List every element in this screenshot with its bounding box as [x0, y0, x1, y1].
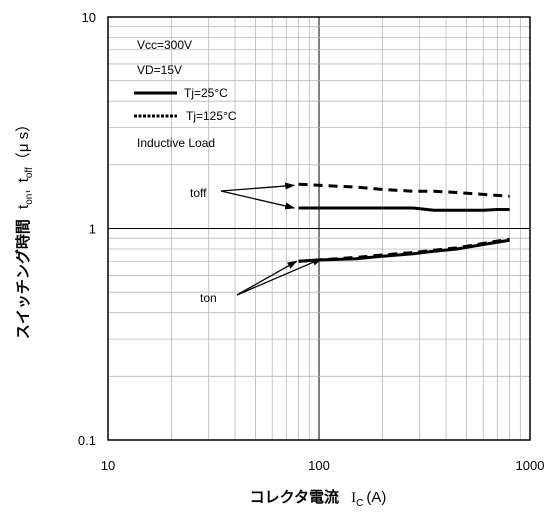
y-tick-label: 1 — [89, 222, 96, 237]
x-axis-label-main: コレクタ電流 — [250, 488, 339, 506]
annotation-arrow — [220, 182, 296, 192]
grid — [108, 17, 530, 440]
x-axis-label-unit: (A) — [366, 489, 386, 506]
condition-load: Inductive Load — [137, 136, 215, 150]
tick-layer: 10 100 1000 0.1 1 10 — [78, 10, 545, 473]
x-tick-label: 10 — [101, 458, 115, 473]
series-line-toff-tj25 — [298, 206, 510, 212]
x-tick-label: 100 — [308, 458, 330, 473]
plot-frame — [107, 16, 531, 441]
annotation-layer: toff ton — [190, 182, 323, 305]
annotation-toff: toff — [190, 186, 207, 200]
annotation-ton: ton — [200, 291, 217, 305]
series-line-toff-tj125 — [298, 182, 510, 198]
y-axis-label-unit: （μ s） — [15, 117, 32, 167]
legend-label: Tj=125°C — [186, 109, 237, 123]
series-layer — [298, 182, 510, 263]
condition-vcc: Vcc=300V — [137, 38, 192, 52]
y-tick-label: 0.1 — [78, 433, 96, 448]
y-axis-label-sub1: on — [24, 194, 35, 205]
y-axis-label: スイッチング時間 ton, toff（μ s） — [14, 117, 35, 339]
legend-label: Tj=25°C — [184, 86, 228, 100]
x-axis-label-var: I — [351, 490, 356, 506]
y-axis-label-main: スイッチング時間 — [14, 219, 32, 339]
x-axis-label: コレクタ電流 IC (A) — [250, 488, 387, 509]
y-axis-label-t2: t — [15, 177, 32, 182]
y-axis-label-sub2: off — [24, 167, 35, 178]
annotation-arrow — [220, 190, 296, 210]
y-axis-label-comma: , — [15, 189, 32, 193]
series-line-ton-tj125 — [298, 237, 510, 263]
y-tick-label: 10 — [82, 10, 96, 25]
annotation-arrow — [236, 258, 323, 296]
condition-vd: VD=15V — [137, 63, 182, 77]
x-axis-label-sub: C — [356, 498, 363, 509]
y-axis-label-t1: t — [15, 204, 32, 209]
x-tick-label: 1000 — [516, 458, 545, 473]
annotation-arrow — [236, 260, 298, 296]
